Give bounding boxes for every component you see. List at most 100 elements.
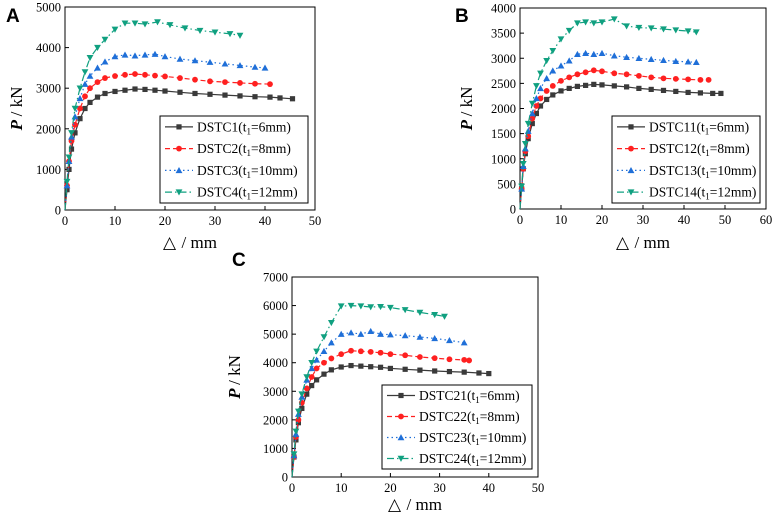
legend-marker [627,189,635,196]
data-point [387,304,394,311]
data-point [337,303,345,310]
legend-thickness: =10mm) [480,430,527,445]
data-point [226,31,234,38]
legend-thickness: =6mm) [480,388,520,403]
data-point [191,57,199,64]
data-point [599,68,605,75]
data-point [101,58,109,65]
data-point [624,84,630,90]
data-point [236,32,244,39]
legend-marker [398,392,404,399]
chart-panel-c: C 0 10 20 30 40 50 0 1000 2000 3000 4000 5000 6000 700… [225,250,544,515]
legend-marker [628,145,634,152]
data-point [251,63,259,70]
data-point [377,364,384,370]
data-point [68,146,75,152]
data-point [521,140,529,148]
data-point [111,53,119,60]
data-point [544,96,550,103]
legend-marker [176,124,182,130]
data-point [211,29,219,36]
legend-marker [175,166,183,174]
legend-subscript: 1 [247,170,252,180]
y-tick-label: 4000 [491,2,516,16]
data-point [598,49,606,56]
data-point [574,83,580,89]
data-point [299,405,305,412]
x-tick-label: 40 [259,214,272,228]
data-point [565,57,573,64]
legend-entry: DSTC21(t1=6mm) [419,388,520,405]
x-tick-label: 0 [62,214,68,228]
data-point [558,77,564,84]
x-axis-unit: / mm [182,233,217,252]
data-point [86,55,94,62]
data-point [583,82,589,88]
data-point [685,89,691,96]
data-point [338,351,345,358]
x-tick-label: 40 [483,481,496,495]
legend-name: DSTC21(t [419,388,476,403]
legend-subscript: 1 [705,170,710,180]
data-point [63,178,71,185]
data-point [131,20,139,27]
data-point [705,76,712,83]
data-point [71,105,79,112]
data-point [446,356,453,363]
legend-subscript: 1 [247,192,252,202]
x-tick-label: 10 [555,213,568,227]
x-tick-label: 10 [109,214,122,228]
series-line-dstc14 [519,18,697,210]
y-tick-label: 3500 [491,27,516,41]
data-point [461,356,468,363]
data-point [236,62,244,69]
x-axis-unit: / mm [407,495,442,514]
data-point [320,334,328,341]
data-point [461,369,467,375]
x-axis-symbol: △ [616,233,634,253]
x-axis-symbol: △ [163,233,181,253]
legend-marker [628,124,634,130]
data-point [417,367,423,373]
data-point [528,110,536,117]
legend-entry: DSTC22(t1=8mm) [419,409,520,426]
legend-subscript: 1 [475,416,480,426]
data-point [112,73,118,79]
data-point [321,371,327,377]
y-tick-label: 6000 [263,299,288,313]
data-point [267,81,273,88]
data-point [71,113,79,120]
data-point [692,29,700,36]
data-point [610,16,618,23]
data-point [320,347,328,355]
data-point [590,50,598,57]
data-point [252,94,258,100]
data-point [590,67,597,74]
y-tick-label: 0 [510,203,516,217]
data-point [308,365,316,372]
data-point [635,24,643,31]
data-point [76,94,84,102]
data-point [337,330,345,337]
data-point [348,362,354,369]
data-point [367,304,375,311]
data-point [308,359,316,367]
data-point [81,80,89,87]
data-point [648,74,655,81]
x-tick-label: 40 [678,213,691,227]
data-point [660,87,667,94]
data-point [304,391,310,397]
data-point [87,99,93,106]
data-point [684,58,692,65]
series-line-dstc24 [291,304,445,478]
data-point [557,62,565,69]
legend-thickness: =8mm) [251,141,291,156]
data-point [611,83,617,89]
data-point [401,307,409,314]
data-point [192,76,198,83]
data-point [558,88,564,94]
x-axis-symbol: △ [388,495,406,515]
data-point [466,357,473,364]
legend-subscript: 1 [475,395,480,405]
